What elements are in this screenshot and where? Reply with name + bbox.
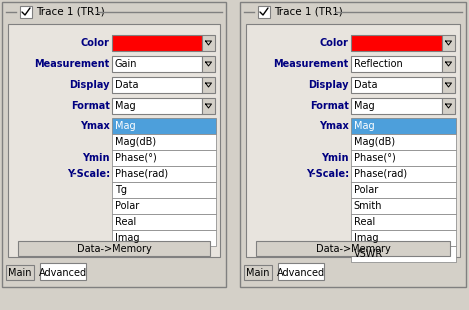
Text: Ymax: Ymax (319, 121, 349, 131)
Bar (112, 166, 216, 182)
Text: Mag: Mag (115, 121, 136, 131)
Text: Ymax: Ymax (80, 121, 110, 131)
Bar (202, 98, 215, 114)
Bar (246, 24, 460, 257)
Text: VSWR: VSWR (354, 249, 383, 259)
Bar (278, 263, 324, 280)
Text: Phase(rad): Phase(rad) (115, 169, 168, 179)
Text: Ymin: Ymin (321, 153, 349, 163)
Bar (351, 198, 456, 214)
Text: Y-Scale:: Y-Scale: (306, 169, 349, 179)
Bar (244, 265, 272, 280)
Text: Phase(°): Phase(°) (354, 153, 395, 163)
Text: Ymin: Ymin (82, 153, 110, 163)
Bar (112, 35, 202, 51)
Text: Imag: Imag (115, 233, 139, 243)
Bar (202, 77, 215, 93)
Text: Format: Format (71, 101, 110, 111)
Bar (351, 182, 456, 198)
Text: Color: Color (81, 38, 110, 48)
Bar (112, 150, 216, 166)
Text: Data: Data (354, 80, 377, 90)
Text: Phase(rad): Phase(rad) (354, 169, 407, 179)
Bar (240, 2, 466, 287)
Bar (112, 182, 216, 198)
Text: Real: Real (115, 217, 136, 227)
Text: Data: Data (115, 80, 138, 90)
Bar (112, 134, 216, 150)
Bar (258, 6, 270, 18)
Bar (6, 265, 34, 280)
Text: Advanced: Advanced (39, 268, 87, 277)
Bar (351, 214, 456, 230)
Bar (112, 56, 202, 72)
Bar (202, 56, 215, 72)
Text: Polar: Polar (354, 185, 378, 195)
Text: Display: Display (308, 80, 349, 90)
Text: Mag(dB): Mag(dB) (115, 137, 156, 147)
Bar (442, 77, 455, 93)
Text: Data->Memory: Data->Memory (76, 243, 151, 254)
Bar (112, 77, 202, 93)
Text: Phase(°): Phase(°) (115, 153, 157, 163)
Text: Trace 1 (TR1): Trace 1 (TR1) (36, 6, 105, 16)
Text: Format: Format (310, 101, 349, 111)
Text: Real: Real (354, 217, 375, 227)
Bar (8, 24, 220, 257)
Bar (351, 98, 442, 114)
Bar (18, 241, 210, 256)
Bar (20, 6, 32, 18)
Bar (351, 118, 456, 134)
Text: Main: Main (8, 268, 32, 277)
Text: Gain: Gain (115, 59, 137, 69)
Text: Mag: Mag (354, 101, 374, 111)
Text: Measurement: Measurement (35, 59, 110, 69)
Bar (112, 230, 216, 246)
Text: Smith: Smith (354, 201, 382, 211)
Text: Main: Main (246, 268, 270, 277)
Bar (256, 241, 450, 256)
Bar (351, 166, 456, 182)
Bar (442, 98, 455, 114)
Bar (351, 246, 456, 262)
Text: Color: Color (320, 38, 349, 48)
Bar (351, 35, 442, 51)
Bar (351, 134, 456, 150)
Text: Mag(dB): Mag(dB) (354, 137, 395, 147)
Text: Polar: Polar (115, 201, 139, 211)
Bar (112, 214, 216, 230)
Bar (442, 56, 455, 72)
Bar (40, 263, 86, 280)
Text: Mag: Mag (115, 101, 136, 111)
Bar (351, 77, 442, 93)
Text: Display: Display (69, 80, 110, 90)
Text: Tg: Tg (115, 185, 127, 195)
Text: Y-Scale:: Y-Scale: (67, 169, 110, 179)
Bar (351, 56, 442, 72)
Text: Mag: Mag (354, 121, 374, 131)
Text: Advanced: Advanced (277, 268, 325, 277)
Bar (202, 35, 215, 51)
Text: Data->Memory: Data->Memory (316, 243, 390, 254)
Text: Imag: Imag (354, 233, 378, 243)
Bar (351, 150, 456, 166)
Bar (112, 118, 216, 134)
Text: Trace 1 (TR1): Trace 1 (TR1) (274, 6, 343, 16)
Bar (112, 98, 202, 114)
Bar (442, 35, 455, 51)
Bar (112, 198, 216, 214)
Text: Reflection: Reflection (354, 59, 402, 69)
Bar (351, 230, 456, 246)
Text: Measurement: Measurement (273, 59, 349, 69)
Bar (2, 2, 226, 287)
